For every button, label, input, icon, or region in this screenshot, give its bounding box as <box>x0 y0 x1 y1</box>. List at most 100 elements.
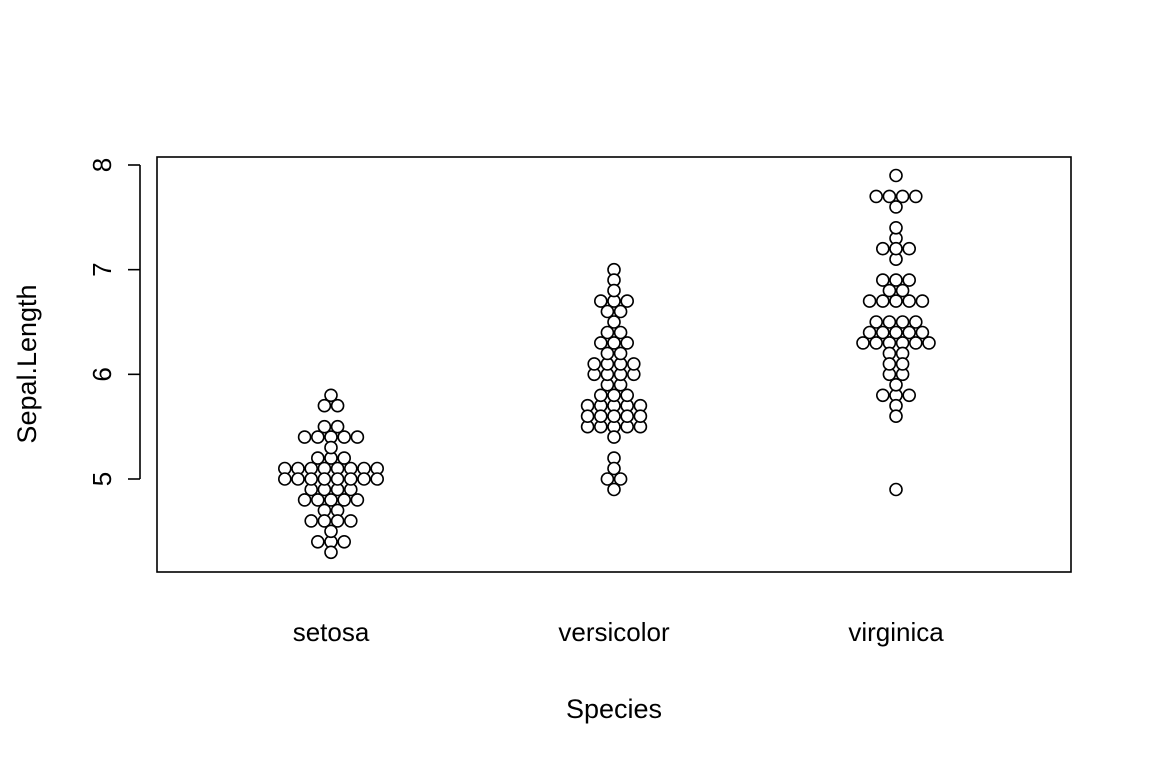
x-axis-title: Species <box>566 694 662 724</box>
data-point-versicolor <box>600 472 615 486</box>
data-points <box>277 168 936 560</box>
data-point-setosa <box>357 472 371 486</box>
data-point-virginica <box>889 241 903 256</box>
data-point-setosa <box>330 398 345 413</box>
data-point-virginica <box>856 336 870 350</box>
data-point-virginica <box>908 315 923 329</box>
x-category-label: setosa <box>293 617 370 647</box>
data-point-versicolor <box>633 409 648 424</box>
data-point-setosa <box>324 545 338 560</box>
y-tick-label: 8 <box>87 158 117 172</box>
data-point-virginica <box>902 325 917 340</box>
data-point-virginica <box>902 388 917 403</box>
data-point-versicolor <box>607 388 621 403</box>
y-tick-label: 6 <box>87 367 117 381</box>
data-point-setosa <box>324 440 338 455</box>
data-point-virginica <box>895 189 910 204</box>
data-point-virginica <box>889 482 903 497</box>
data-point-virginica <box>915 325 930 340</box>
data-point-setosa <box>310 430 325 444</box>
data-point-setosa <box>304 472 319 486</box>
data-point-versicolor <box>607 430 621 444</box>
data-point-versicolor <box>607 461 621 476</box>
data-point-setosa <box>317 419 332 434</box>
y-axis-title: Sepal.Length <box>12 284 42 443</box>
data-point-setosa <box>350 430 365 444</box>
data-point-versicolor <box>626 357 641 371</box>
data-point-virginica <box>875 325 890 340</box>
data-point-versicolor <box>587 357 602 371</box>
data-point-virginica <box>922 336 936 350</box>
data-point-virginica <box>875 273 890 287</box>
data-point-virginica <box>869 189 884 204</box>
data-point-virginica <box>889 377 903 392</box>
data-point-virginica <box>889 273 903 287</box>
data-point-virginica <box>875 294 890 308</box>
data-point-virginica <box>869 315 884 329</box>
data-point-virginica <box>875 388 890 403</box>
data-point-setosa <box>317 472 332 486</box>
data-point-versicolor <box>613 472 628 486</box>
data-point-virginica <box>889 325 903 340</box>
data-point-virginica <box>915 294 930 308</box>
data-point-setosa <box>330 514 345 528</box>
data-point-setosa <box>370 472 385 486</box>
data-point-virginica <box>889 294 903 308</box>
data-point-setosa <box>291 472 305 486</box>
data-point-versicolor <box>620 409 635 424</box>
data-point-virginica <box>882 189 897 204</box>
y-tick-label: 7 <box>87 262 117 276</box>
data-point-virginica <box>895 315 910 329</box>
data-point-versicolor <box>593 409 608 424</box>
data-point-virginica <box>908 336 923 350</box>
data-point-versicolor <box>593 388 608 403</box>
data-point-setosa <box>324 524 338 539</box>
data-point-setosa <box>317 514 332 528</box>
data-point-virginica <box>902 241 917 256</box>
x-axis: setosa versicolor virginica <box>293 617 945 647</box>
data-point-setosa <box>337 451 352 465</box>
data-point-virginica <box>889 168 903 183</box>
data-point-virginica <box>882 283 897 298</box>
data-point-versicolor <box>620 294 635 308</box>
x-category-label: versicolor <box>558 617 670 647</box>
data-point-versicolor <box>607 283 621 298</box>
data-point-virginica <box>895 283 910 298</box>
data-point-setosa <box>324 388 338 403</box>
data-point-setosa <box>350 493 365 507</box>
data-point-virginica <box>895 357 910 371</box>
data-point-versicolor <box>607 336 621 350</box>
data-point-versicolor <box>607 482 621 497</box>
data-point-setosa <box>297 430 312 444</box>
data-point-setosa <box>324 493 338 507</box>
data-point-setosa <box>343 514 358 528</box>
data-point-setosa <box>337 493 352 507</box>
data-point-virginica <box>889 221 903 235</box>
data-point-virginica <box>869 336 884 350</box>
data-point-setosa <box>330 472 345 486</box>
data-point-setosa <box>337 430 352 444</box>
data-point-setosa <box>297 493 312 507</box>
data-point-setosa <box>304 514 319 528</box>
data-point-versicolor <box>600 325 615 340</box>
data-point-setosa <box>310 534 325 549</box>
data-point-virginica <box>875 241 890 256</box>
data-point-virginica <box>862 325 877 340</box>
data-point-versicolor <box>613 346 628 361</box>
plot-frame <box>156 156 1072 573</box>
data-point-setosa <box>337 534 352 549</box>
data-point-versicolor <box>600 346 615 361</box>
data-point-setosa <box>310 451 325 465</box>
data-point-versicolor <box>613 325 628 340</box>
data-point-versicolor <box>607 409 621 424</box>
data-point-setosa <box>343 472 358 486</box>
data-point-versicolor <box>613 304 628 319</box>
data-point-virginica <box>862 294 877 308</box>
data-point-setosa <box>330 419 345 434</box>
data-point-virginica <box>882 357 897 371</box>
data-point-virginica <box>889 409 903 424</box>
y-axis: 5 6 7 8 <box>87 158 141 486</box>
data-point-versicolor <box>593 294 608 308</box>
x-category-label: virginica <box>848 617 944 647</box>
